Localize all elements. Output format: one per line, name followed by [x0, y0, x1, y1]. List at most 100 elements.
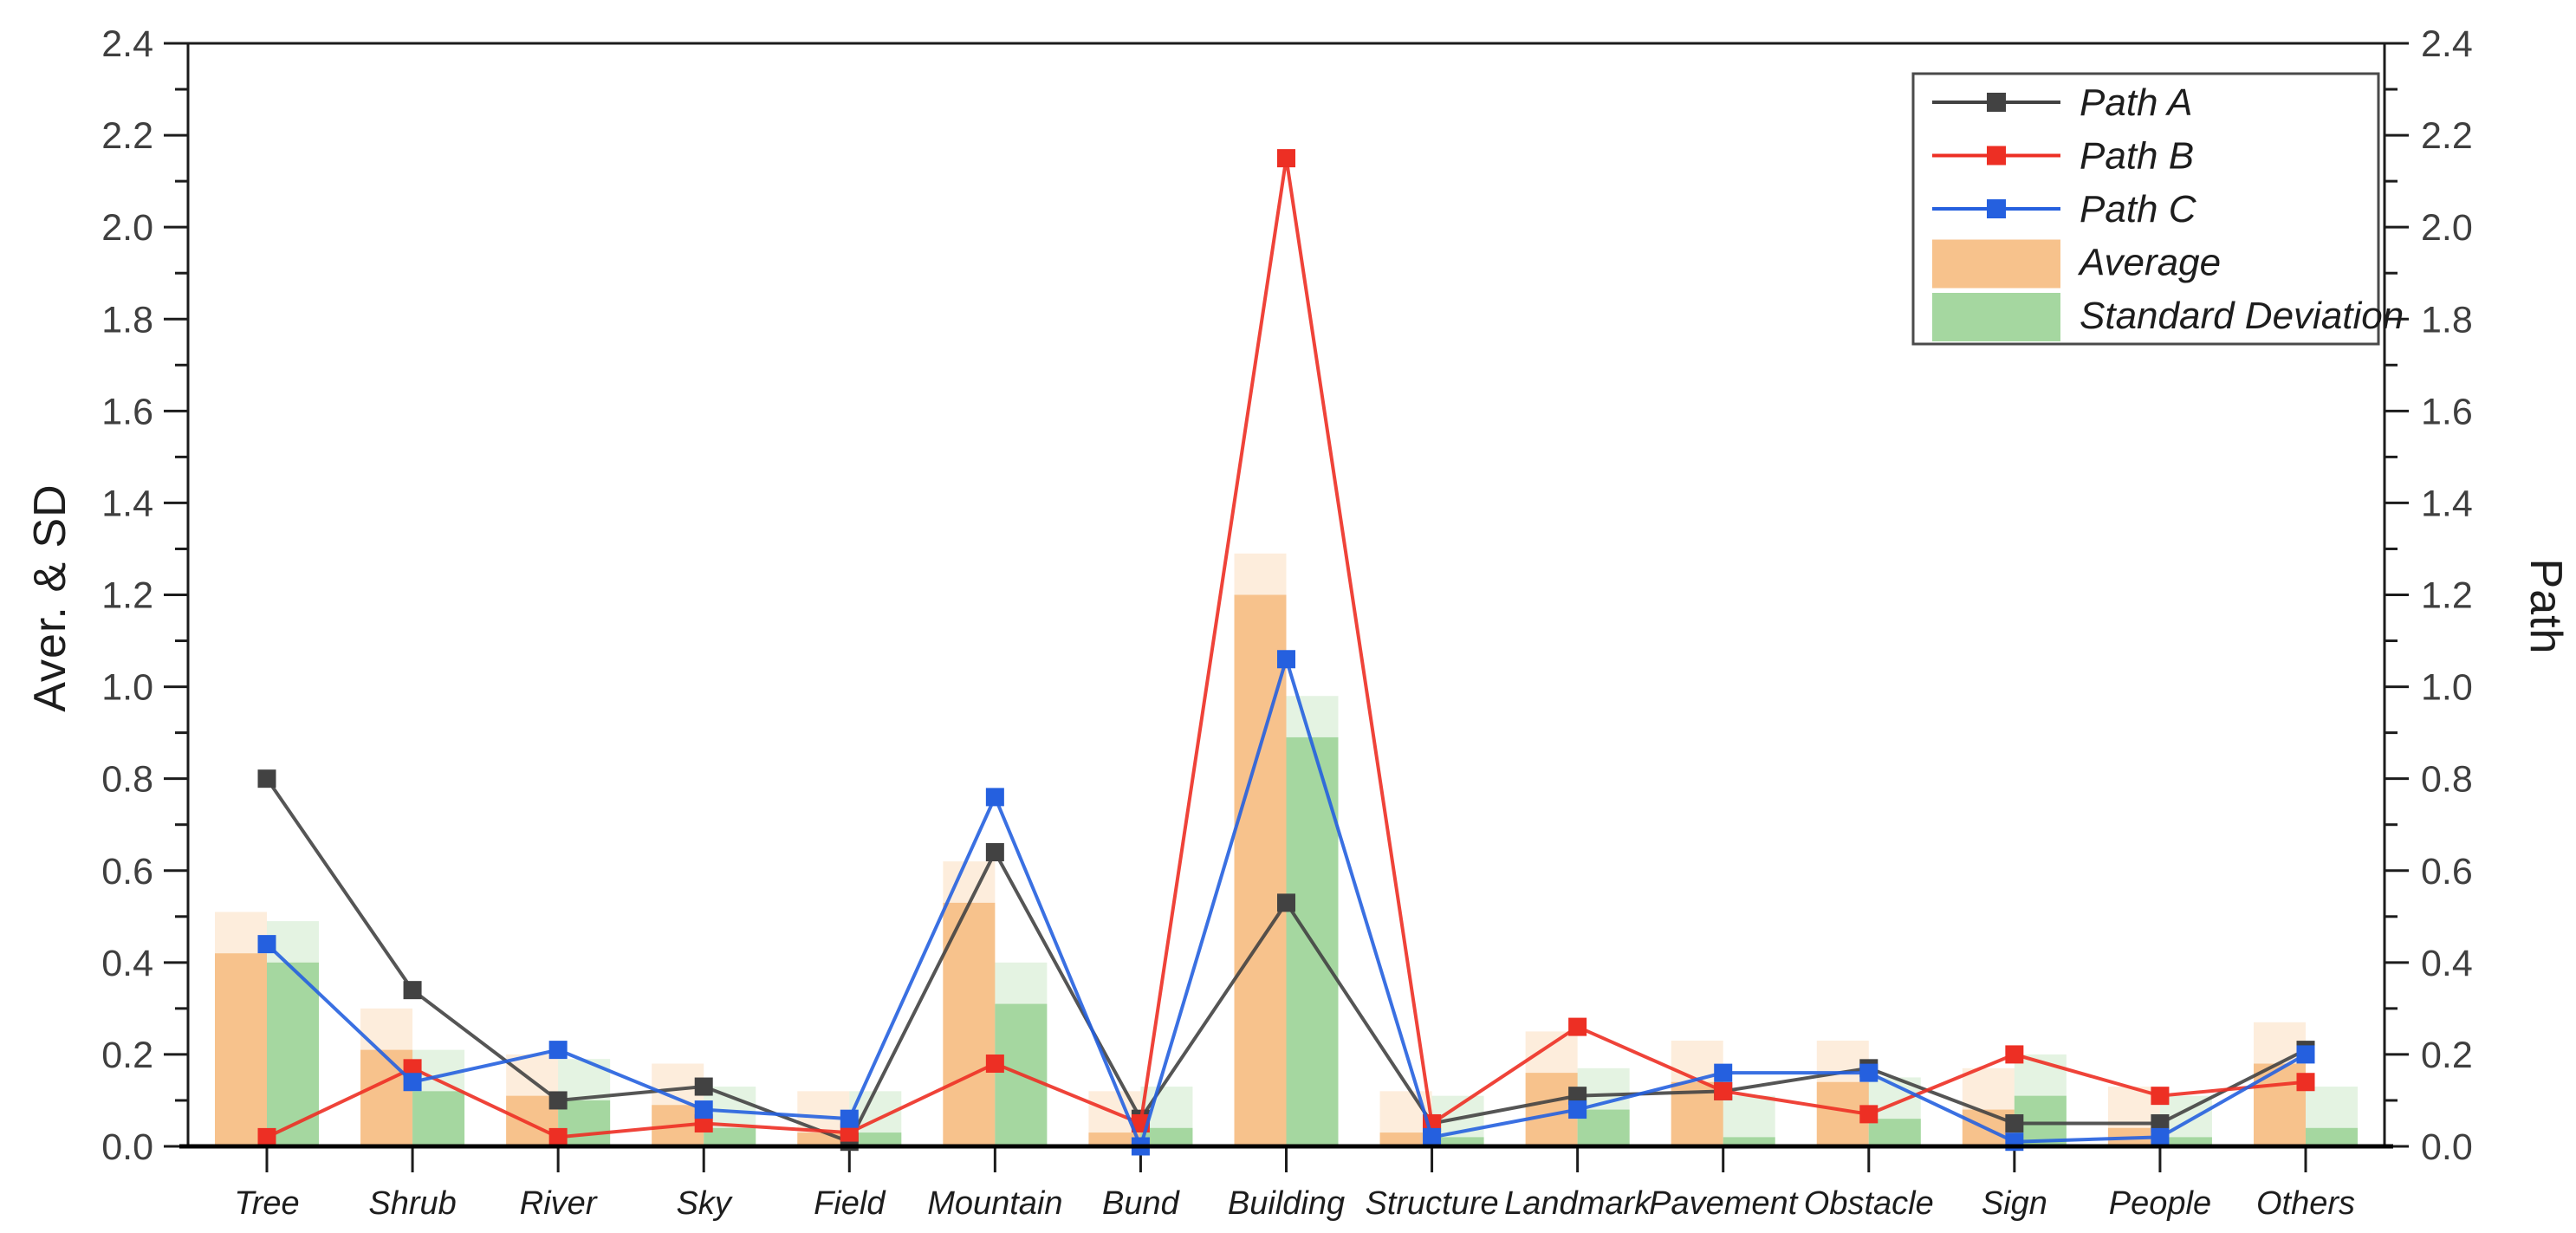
- left-axis-title: Aver. & SD: [25, 483, 75, 712]
- bar-standard-deviation-obstacle: [1868, 1119, 1921, 1146]
- bar-standard-deviation-tree: [267, 962, 319, 1146]
- bars-standard-deviation: [267, 696, 2358, 1146]
- right-tick-label: 2.2: [2421, 115, 2473, 157]
- legend-marker-path-a: [1987, 93, 2006, 112]
- left-tick-label: 1.6: [101, 391, 153, 432]
- bar-standard-deviation-field: [849, 1132, 902, 1146]
- marker-path-b-sign: [2005, 1045, 2024, 1064]
- left-tick-label: 1.0: [101, 667, 153, 709]
- legend-marker-path-c: [1987, 199, 2006, 218]
- bar-standard-deviation-pavement: [1723, 1137, 1775, 1146]
- legend-label-path-a: Path A: [2080, 81, 2192, 124]
- left-tick-label: 1.8: [101, 299, 153, 341]
- marker-path-c-people: [2151, 1127, 2170, 1146]
- legend: Path A Path B Path C Average Standard Deviat…: [1911, 72, 2404, 346]
- marker-path-b-pavement: [1714, 1081, 1733, 1100]
- left-tick-label: 0.8: [101, 759, 153, 801]
- marker-path-c-tree: [257, 935, 276, 954]
- right-tick-label: 0.0: [2421, 1126, 2473, 1168]
- bar-average-mountain: [943, 902, 996, 1146]
- bar-standard-deviation-others: [2306, 1127, 2358, 1146]
- marker-path-b-people: [2151, 1087, 2170, 1106]
- left-tick-label: 2.0: [101, 207, 153, 249]
- right-tick-label: 2.4: [2421, 23, 2473, 65]
- bar-average-tree: [215, 953, 267, 1146]
- marker-path-b-mountain: [985, 1055, 1004, 1074]
- right-tick-label: 2.0: [2421, 207, 2473, 249]
- marker-path-c-landmark: [1568, 1100, 1587, 1119]
- legend-item-path-b: Path B: [1932, 135, 2194, 178]
- legend-label-path-b: Path B: [2080, 135, 2194, 178]
- series-path-b: [257, 149, 2315, 1146]
- series-path-c: [257, 650, 2315, 1156]
- category-label-sign: Sign: [1982, 1185, 2047, 1222]
- bar-standard-deviation-sky: [704, 1127, 756, 1146]
- category-label-shrub: Shrub: [368, 1185, 456, 1222]
- left-tick-label: 2.4: [101, 23, 153, 65]
- legend-item-path-c: Path C: [1932, 188, 2197, 230]
- category-label-field: Field: [814, 1185, 886, 1222]
- category-label-tree: Tree: [234, 1185, 299, 1222]
- legend-marker-path-b: [1987, 146, 2006, 165]
- marker-path-c-sky: [694, 1100, 713, 1119]
- category-labels: Tree Shrub River Sky Field Mountain Bund Buildi…: [234, 1185, 2355, 1222]
- right-tick-label: 0.4: [2421, 943, 2473, 984]
- left-tick-label: 1.2: [101, 575, 153, 617]
- right-axis-title: Path: [2521, 558, 2571, 655]
- left-tick-label: 0.2: [101, 1035, 153, 1076]
- left-tick-label: 0.0: [101, 1126, 153, 1168]
- plot-spines: [179, 42, 2393, 1149]
- marker-path-c-river: [548, 1041, 568, 1060]
- right-tick-label: 0.8: [2421, 759, 2473, 801]
- marker-path-c-structure: [1423, 1127, 1442, 1146]
- category-label-mountain: Mountain: [927, 1185, 1062, 1222]
- marker-path-a-sign: [2005, 1113, 2024, 1132]
- category-label-sky: Sky: [677, 1185, 733, 1222]
- marker-path-c-field: [840, 1109, 859, 1128]
- marker-path-c-obstacle: [1859, 1063, 1878, 1082]
- marker-path-c-others: [2296, 1045, 2315, 1064]
- left-tick-label: 0.6: [101, 851, 153, 892]
- marker-path-a-mountain: [985, 843, 1004, 862]
- legend-item-average: Average: [1932, 239, 2221, 289]
- legend-swatch-average: [1932, 239, 2060, 289]
- bar-standard-deviation-bund: [1140, 1127, 1193, 1146]
- legend-label-standard-deviation: Standard Deviation: [2080, 295, 2404, 337]
- bar-average-building: [1234, 594, 1287, 1146]
- tick-labels: 0.0 0.2 0.4 0.6 0.8 1.0 1.2 1.4 1.6 1.8 2.0 2.2 2.4 0…: [101, 23, 2473, 1168]
- legend-label-path-c: Path C: [2080, 188, 2197, 230]
- marker-path-a-building: [1277, 893, 1295, 912]
- axes-ticks: [164, 42, 2409, 1172]
- marker-path-b-landmark: [1568, 1017, 1587, 1036]
- marker-path-c-building: [1277, 650, 1295, 669]
- bar-average-bund: [1088, 1132, 1141, 1146]
- category-label-pavement: Pavement: [1649, 1185, 1799, 1222]
- legend-label-average: Average: [2077, 242, 2221, 284]
- category-label-people: People: [2109, 1185, 2211, 1222]
- marker-path-a-shrub: [403, 981, 422, 1000]
- marker-path-a-sky: [694, 1077, 713, 1096]
- left-tick-label: 1.4: [101, 483, 153, 524]
- right-tick-label: 1.0: [2421, 667, 2473, 709]
- right-tick-label: 1.6: [2421, 391, 2473, 432]
- marker-path-c-shrub: [403, 1073, 422, 1092]
- right-tick-label: 1.4: [2421, 483, 2473, 524]
- marker-path-c-mountain: [985, 788, 1004, 807]
- right-tick-label: 1.2: [2421, 575, 2473, 617]
- bar-average-structure: [1379, 1132, 1432, 1146]
- legend-item-standard-deviation: Standard Deviation: [1932, 293, 2404, 341]
- category-label-others: Others: [2256, 1185, 2355, 1222]
- right-tick-label: 1.8: [2421, 299, 2473, 341]
- left-tick-label: 2.2: [101, 115, 153, 157]
- marker-path-b-others: [2296, 1073, 2315, 1092]
- category-label-bund: Bund: [1102, 1185, 1181, 1222]
- bar-standard-deviation-shrub: [412, 1091, 465, 1146]
- marker-path-b-building: [1277, 149, 1295, 168]
- bar-standard-deviation-people: [2159, 1137, 2212, 1146]
- marker-path-a-river: [548, 1091, 568, 1110]
- right-tick-label: 0.2: [2421, 1035, 2473, 1076]
- right-tick-label: 0.6: [2421, 851, 2473, 892]
- marker-path-c-pavement: [1714, 1063, 1733, 1082]
